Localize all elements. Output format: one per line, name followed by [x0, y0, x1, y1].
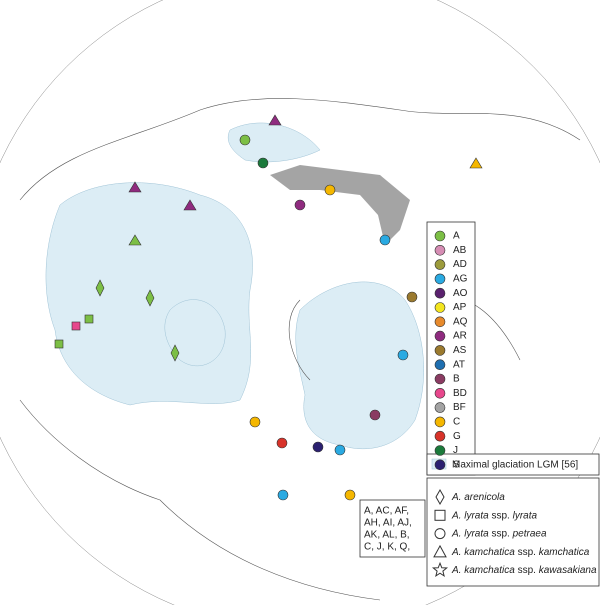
species-rank: ssp.	[491, 528, 509, 539]
species-label: A. lyrata ssp. petraea	[451, 528, 547, 539]
haplotype-swatch	[434, 402, 446, 413]
haplotype-swatch	[434, 230, 446, 242]
haplotype-label: B	[453, 374, 460, 385]
haplotype-label: G	[453, 431, 461, 442]
samples	[54, 114, 483, 501]
sample-circle	[312, 441, 324, 453]
haplotype-label: AO	[453, 288, 468, 299]
glaciation-label: Maximal glaciation LGM [56]	[452, 460, 578, 471]
haplotype-label: J	[453, 445, 458, 456]
haplotype-swatch	[434, 359, 446, 371]
inset-line: C, J, K, Q,	[364, 542, 410, 553]
species-subspecies: kamchatica	[539, 547, 590, 558]
species-name: A. kamchatica	[451, 565, 515, 576]
haplotype-swatch	[434, 287, 446, 299]
haplotype-label: AR	[453, 331, 467, 342]
species-subspecies: lyrata	[513, 510, 538, 521]
inset-box	[359, 499, 426, 558]
diamond-symbol	[435, 488, 445, 506]
haplotype-swatch	[434, 459, 446, 471]
sample-circle	[257, 157, 269, 169]
sample-square	[71, 321, 81, 331]
sample-square	[54, 339, 64, 349]
haplotype-label: AG	[453, 274, 468, 285]
square-symbol	[434, 509, 446, 521]
sample-circle	[334, 444, 346, 456]
haplotype-label: A	[453, 231, 460, 242]
haplotype-label: AP	[453, 302, 467, 313]
haplotype-label: BF	[453, 402, 466, 413]
haplotype-legend	[426, 221, 476, 476]
sample-square	[84, 314, 94, 324]
glaciation-legend	[426, 453, 600, 476]
haplotype-swatch	[434, 316, 446, 328]
haplotype-swatch	[434, 430, 446, 442]
mountain-glaciers	[270, 165, 410, 245]
species-label: A. lyrata ssp. lyrata	[451, 510, 537, 521]
sample-circle	[239, 134, 251, 146]
sample-circle	[277, 489, 289, 501]
haplotype-swatch	[434, 330, 446, 342]
species-name: A. lyrata	[451, 528, 489, 539]
species-name: A. arenicola	[451, 492, 505, 503]
ice-greenland	[164, 299, 226, 367]
haplotype-swatch	[434, 373, 446, 385]
ice-eurasia	[295, 281, 424, 449]
sample-diamond	[170, 344, 180, 362]
sample-triangle	[469, 157, 483, 169]
haplotype-swatch	[434, 345, 446, 356]
haplotype-swatch	[434, 273, 446, 285]
sample-circle	[406, 291, 418, 303]
haplotype-label: AT	[453, 359, 465, 370]
species-rank: ssp.	[491, 510, 509, 521]
species-label: A. kamchatica ssp. kamchatica	[451, 547, 590, 558]
haplotype-label: C	[453, 417, 460, 428]
sample-circle	[369, 409, 381, 421]
inset-line: AH, AI, AJ,	[364, 518, 412, 529]
haplotype-swatch	[434, 445, 446, 456]
circle-symbol	[434, 528, 446, 540]
species-name: A. kamchatica	[451, 547, 515, 558]
sample-circle	[397, 349, 409, 361]
species-name: A. lyrata	[451, 510, 489, 521]
species-label: A. kamchatica ssp. kawasakiana	[451, 565, 597, 576]
sample-circle	[276, 437, 288, 449]
haplotype-swatch	[434, 302, 446, 313]
sample-circle	[294, 199, 306, 211]
inset-line: A, AC, AF,	[364, 506, 409, 517]
haplotype-swatch	[434, 259, 446, 270]
coastline	[19, 98, 581, 601]
haplotype-swatch	[434, 387, 446, 399]
species-subspecies: kawasakiana	[539, 565, 597, 576]
species-legend	[426, 477, 600, 587]
triangle-symbol	[433, 544, 447, 558]
inset-line: AK, AL, B,	[364, 530, 410, 541]
haplotype-label: AB	[453, 245, 467, 256]
species-label: A. arenicola	[451, 492, 505, 503]
haplotype-label: S	[453, 459, 460, 470]
species-rank: ssp.	[518, 565, 536, 576]
sample-diamond	[95, 279, 105, 297]
sample-diamond	[128, 234, 142, 246]
sample-diamond	[145, 289, 155, 307]
haplotype-label: BD	[453, 388, 467, 399]
haplotype-swatch	[434, 245, 446, 256]
haplotype-label: AD	[453, 259, 467, 270]
sample-circle	[379, 234, 391, 246]
sample-triangle	[183, 199, 197, 211]
haplotype-label: AQ	[453, 316, 468, 327]
sample-circle	[249, 416, 261, 428]
species-rank: ssp.	[518, 547, 536, 558]
sample-circle	[324, 184, 336, 196]
star-symbol	[431, 561, 449, 578]
haplotype-label: AS	[453, 345, 467, 356]
sample-circle	[344, 489, 356, 501]
sample-triangle	[268, 114, 282, 126]
sample-triangle	[128, 181, 142, 193]
haplotype-swatch	[434, 416, 446, 428]
species-subspecies: petraea	[512, 528, 547, 539]
